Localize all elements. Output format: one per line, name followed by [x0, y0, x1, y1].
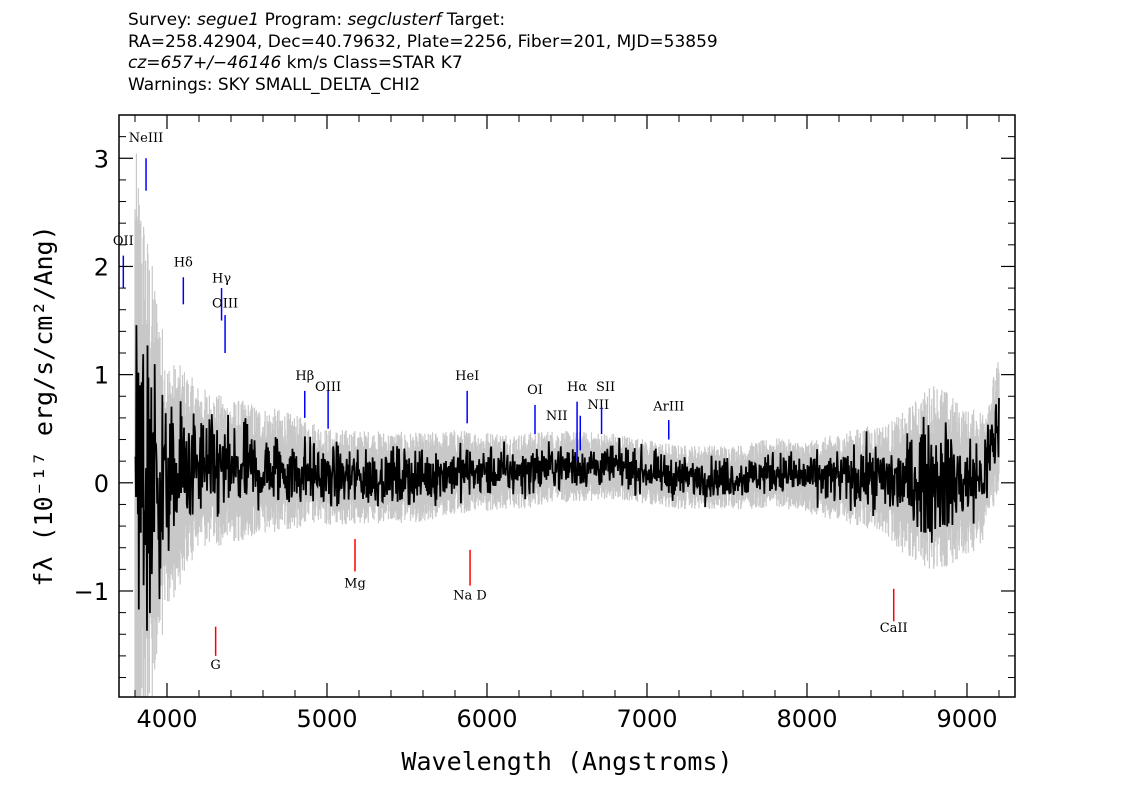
emission-line-label: Hα [567, 380, 587, 395]
y-tick-label: 0 [94, 470, 109, 498]
emission-line-label: NII [546, 409, 568, 424]
axis-ticks: 4000 5000 6000 7000 8000 9000 −1 0 1 2 3 [74, 115, 1015, 733]
x-tick-label: 5000 [296, 705, 357, 733]
header-line-coords: RA=258.42904, Dec=40.79632, Plate=2256, … [128, 31, 718, 52]
emission-line-label: Hβ [295, 369, 314, 384]
emission-line-label: Hγ [212, 272, 231, 287]
emission-line-label: NII [587, 398, 609, 413]
emission-line-label: OIII [315, 380, 341, 395]
emission-line-label: ArIII [652, 399, 684, 414]
emission-line-label: OII [113, 234, 134, 249]
x-tick-label: 6000 [456, 705, 517, 733]
spectrum-header: Survey: segue1 Program: segclusterf Targ… [128, 10, 718, 96]
absorption-line-label: G [210, 658, 220, 673]
emission-line-label: NeIII [129, 131, 163, 146]
survey-value: segue1 [197, 10, 260, 30]
absorption-line-label: CaII [880, 621, 908, 636]
class-value: km/s Class=STAR K7 [281, 53, 463, 73]
emission-line-label: SII [596, 380, 615, 395]
x-tick-label: 7000 [616, 705, 677, 733]
y-tick-label: 3 [94, 145, 109, 173]
emission-line-label: HeI [455, 369, 479, 384]
x-axis-title: Wavelength (Angstroms) [401, 747, 732, 776]
emission-line-label: OIII [212, 297, 238, 312]
header-line-warnings: Warnings: SKY SMALL_DELTA_CHI2 [128, 74, 421, 95]
spectral-lines-layer: NeIIIOIIHδHγOIIIHβOIIIHeIOINIIHαNIISIIAr… [113, 131, 908, 673]
x-tick-label: 4000 [136, 705, 197, 733]
header-line-survey: Survey: segue1 Program: segclusterf Targ… [128, 10, 718, 32]
program-value: segclusterf [347, 10, 442, 30]
y-axis-title: fλ (10⁻¹⁷ erg/s/cm²/Ang) [29, 225, 58, 586]
x-tick-label: 9000 [936, 705, 997, 733]
absorption-line-label: Na D [453, 589, 487, 604]
flux-spectrum [134, 325, 1000, 631]
target-label: Target: [441, 10, 506, 30]
flux-spectrum-layer [134, 325, 1000, 631]
x-tick-label: 8000 [776, 705, 837, 733]
absorption-line-label: Mg [344, 577, 366, 592]
y-tick-label: 1 [94, 362, 109, 390]
emission-line-label: OI [527, 383, 543, 398]
y-tick-label: 2 [94, 253, 109, 281]
header-line-redshift: cz=657+/−46146 km/s Class=STAR K7 [128, 53, 718, 75]
plot-frame [118, 114, 1016, 698]
cz-value: cz=657+/−46146 [128, 53, 282, 73]
program-label: Program: [259, 10, 348, 30]
y-tick-label: −1 [74, 578, 109, 606]
survey-label: Survey: [128, 10, 198, 30]
emission-line-label: Hδ [174, 255, 193, 270]
